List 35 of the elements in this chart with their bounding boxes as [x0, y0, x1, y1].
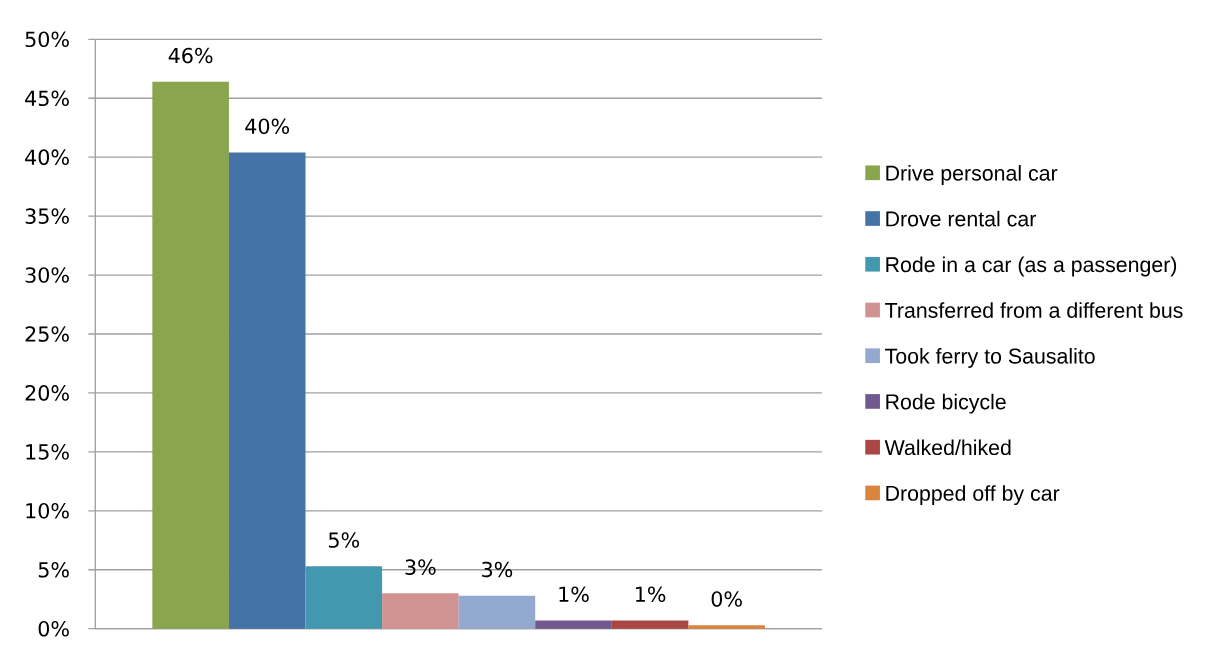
data-label: 3% [482, 561, 513, 578]
y-tick-label: 35% [25, 208, 69, 224]
bar [458, 595, 536, 629]
y-tick-label: 15% [26, 444, 69, 460]
legend-label: Walked/hiked [884, 439, 1011, 456]
y-tick-label: 45% [25, 90, 69, 107]
y-tick-label: 5% [38, 561, 69, 578]
data-label: 40% [245, 118, 290, 135]
legend-label: Transferred from a different bus [885, 302, 1183, 318]
legend-label: Dropped off by car [886, 485, 1060, 506]
bar [305, 566, 383, 629]
data-label: 1% [635, 586, 666, 603]
legend-label: Drive personal car [886, 165, 1058, 185]
bar [535, 620, 612, 629]
data-label: 3% [405, 559, 436, 575]
data-label: 0% [711, 591, 742, 607]
y-tick-label: 40% [25, 149, 69, 165]
y-tick-label: 20% [25, 385, 69, 401]
data-label: 46% [168, 47, 213, 64]
y-tick-label: 50% [25, 31, 69, 48]
bar [152, 81, 229, 629]
legend-label: Took ferry to Sausalito [885, 348, 1095, 368]
bar [228, 152, 306, 629]
legend-label: Rode in a car (as a passenger) [886, 256, 1177, 277]
y-tick-label: 0% [38, 620, 69, 637]
bar [611, 620, 689, 629]
y-tick-label: 30% [25, 267, 69, 283]
legend-label: Drove rental car [886, 210, 1036, 227]
y-tick-label: 10% [26, 503, 69, 519]
data-label: 1% [559, 586, 589, 603]
data-label: 5% [328, 532, 360, 548]
bar [382, 593, 459, 629]
bar [688, 625, 765, 629]
y-tick-label: 25% [25, 326, 69, 342]
legend-label: Rode bicycle [886, 393, 1006, 414]
